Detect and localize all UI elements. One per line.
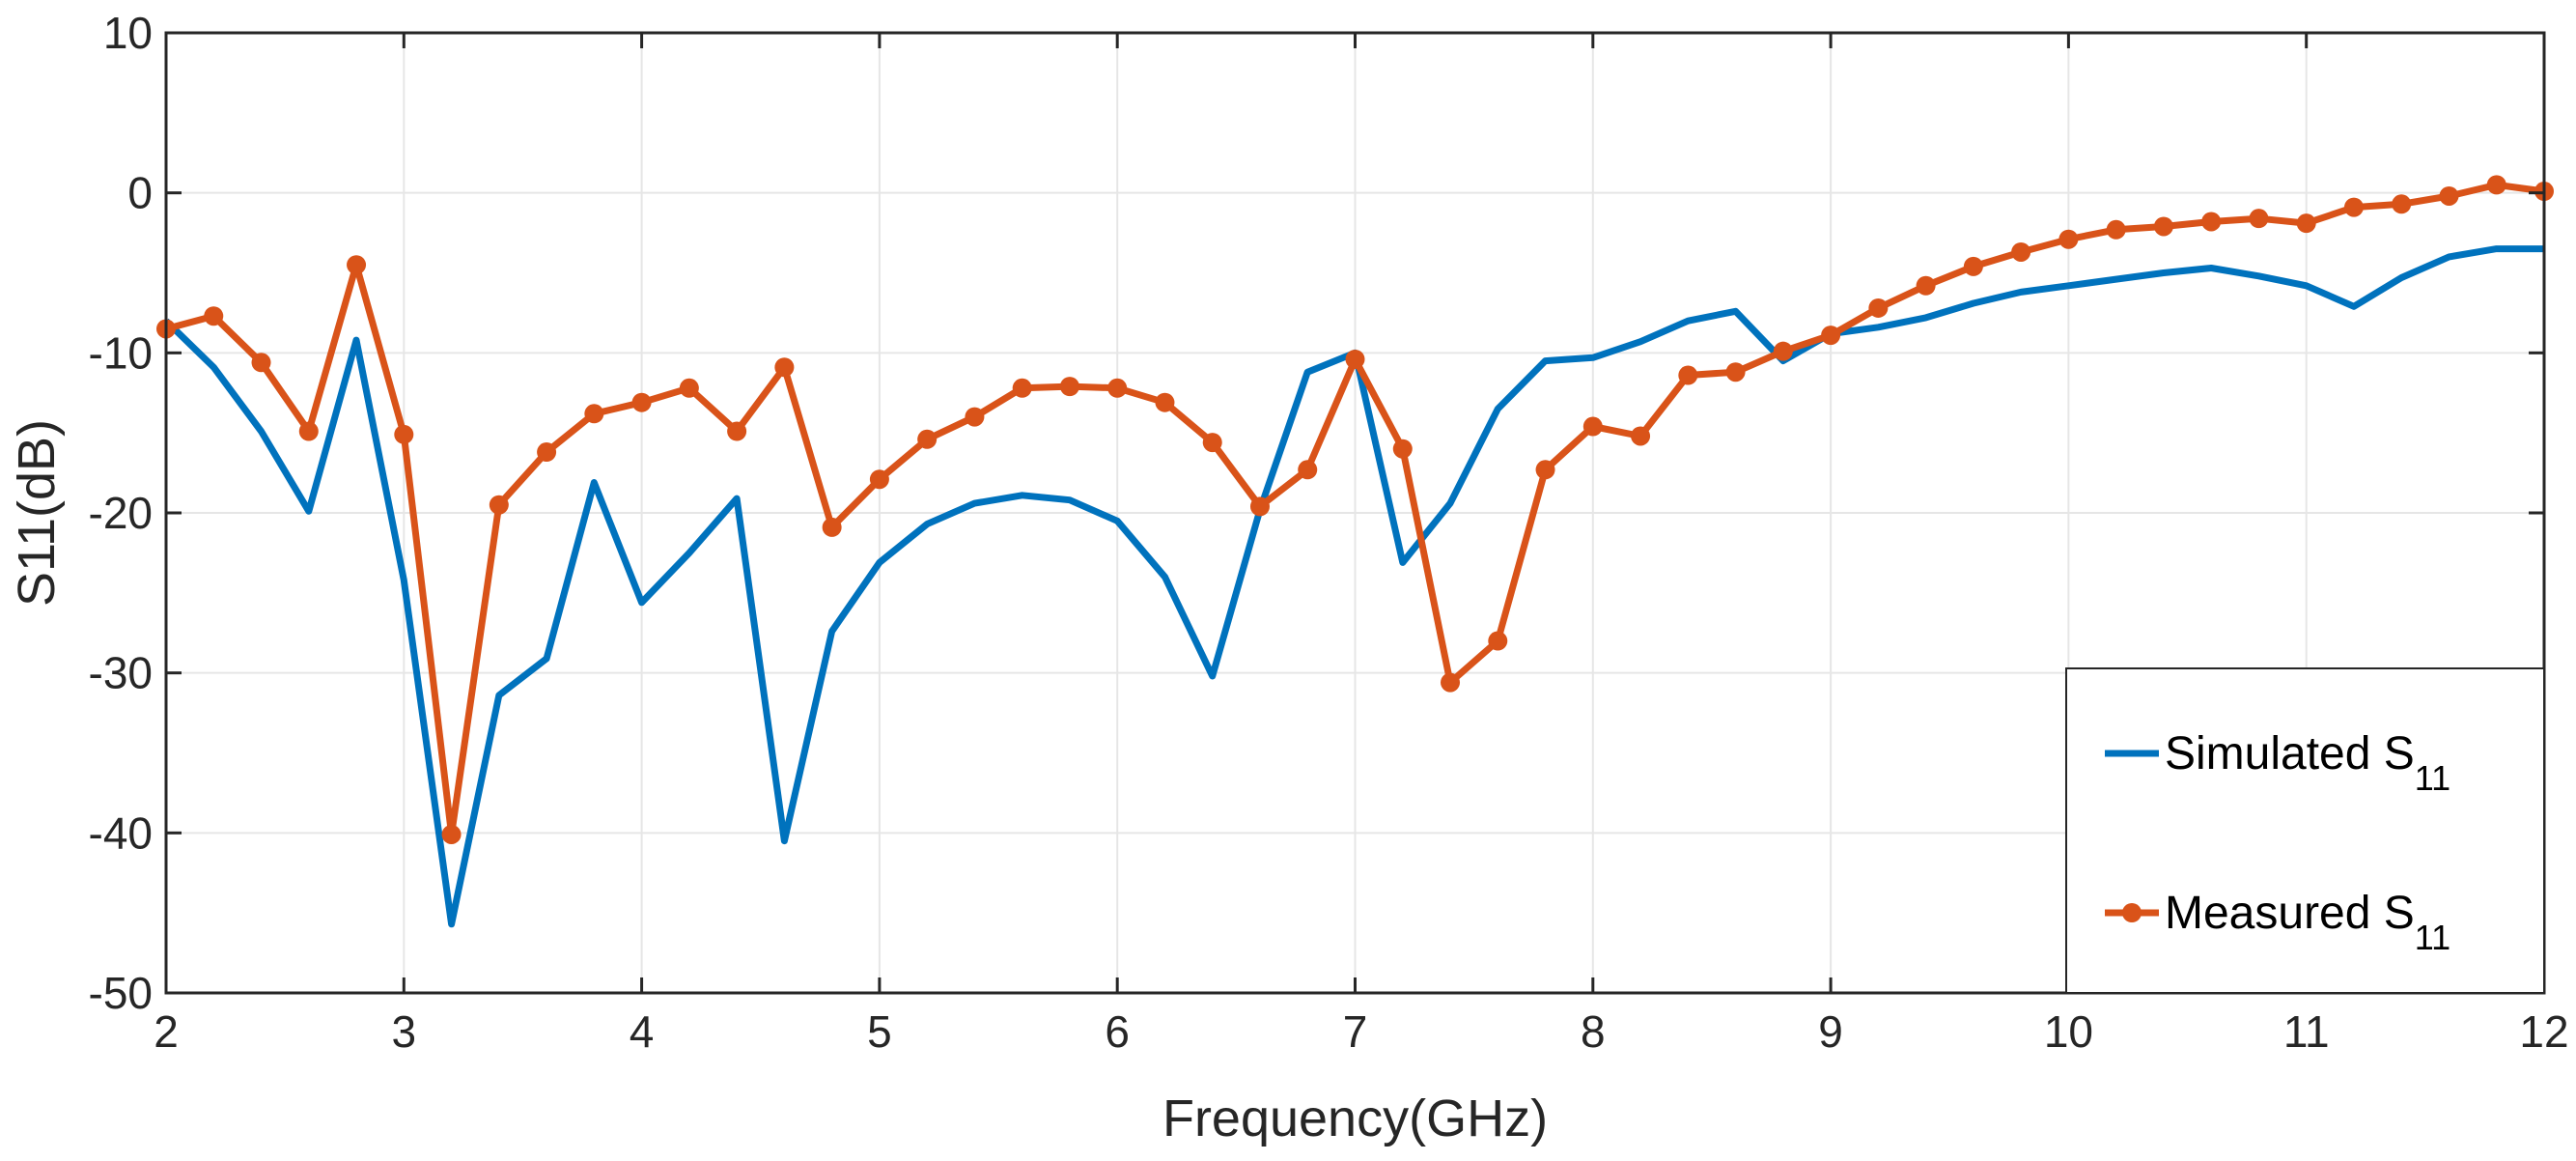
x-tick-label: 11 — [2283, 1006, 2330, 1057]
y-tick-label: -30 — [89, 648, 153, 698]
y-tick-label: 10 — [103, 8, 153, 58]
y-tick-label: -20 — [89, 488, 153, 538]
measured-data-point — [298, 421, 319, 441]
y-tick-label: 0 — [127, 168, 153, 218]
measured-data-point — [727, 421, 747, 441]
measured-data-point — [347, 255, 367, 275]
measured-data-point — [822, 517, 842, 537]
measured-data-point — [1249, 496, 1270, 517]
measured-data-point — [441, 824, 462, 844]
x-tick-label: 12 — [2519, 1006, 2568, 1057]
measured-data-point — [917, 429, 938, 449]
measured-data-point — [2439, 185, 2459, 206]
measured-data-point — [774, 357, 795, 378]
x-tick-label: 8 — [1581, 1006, 1606, 1057]
measured-data-point — [2011, 241, 2031, 262]
measured-data-point — [631, 392, 652, 412]
measured-data-point — [1963, 256, 1983, 276]
measured-series — [156, 175, 2554, 844]
measured-data-point — [2486, 175, 2506, 195]
measured-data-point — [2106, 219, 2126, 240]
x-axis-label: Frequency(GHz) — [1162, 1090, 1548, 1147]
legend-box — [2065, 667, 2545, 994]
measured-data-point — [1725, 362, 1746, 382]
measured-data-point — [2296, 213, 2316, 234]
measured-data-point — [1631, 426, 1651, 446]
measured-data-point — [2201, 212, 2222, 232]
x-tick-label: 3 — [392, 1006, 417, 1057]
y-axis-label: S11(dB) — [8, 419, 66, 607]
x-tick-label: 6 — [1105, 1006, 1130, 1057]
measured-data-point — [965, 407, 985, 427]
measured-data-point — [1392, 439, 1413, 459]
measured-data-point — [1488, 631, 1508, 651]
x-tick-label: 10 — [2044, 1006, 2093, 1057]
measured-data-point — [1298, 460, 1318, 480]
measured-data-point — [1012, 378, 1032, 398]
legend-swatch-marker — [2122, 903, 2142, 922]
x-tick-label: 5 — [867, 1006, 892, 1057]
y-tick-label: -10 — [89, 327, 153, 378]
measured-data-point — [869, 469, 889, 490]
measured-data-point — [1345, 349, 1365, 369]
x-tick-label: 4 — [630, 1006, 655, 1057]
legend-label-subscript: 11 — [2415, 758, 2450, 798]
legend-label-subscript: 11 — [2415, 918, 2450, 957]
measured-data-point — [1868, 297, 1889, 318]
measured-data-point — [1441, 672, 1461, 693]
x-tick-label: 7 — [1343, 1006, 1368, 1057]
measured-data-point — [204, 306, 224, 326]
series-layer — [156, 175, 2554, 928]
y-tick-label: -40 — [89, 807, 153, 858]
measured-data-point — [2058, 229, 2079, 249]
measured-data-point — [1582, 416, 1603, 437]
y-tick-label: -50 — [89, 968, 153, 1018]
measured-data-point — [2249, 209, 2269, 229]
measured-data-point — [1059, 377, 1079, 397]
measured-data-point — [251, 353, 271, 373]
measured-data-point — [2343, 197, 2364, 217]
measured-data-point — [1773, 341, 1793, 361]
measured-data-point — [2392, 194, 2412, 214]
measured-data-point — [679, 378, 699, 398]
measured-data-point — [537, 442, 557, 463]
measured-data-point — [394, 424, 414, 444]
axis-ticks: 2 3 4 5 6 7 8 9 10 11 12 10 0 -10 -20 -30 -40 -50 — [89, 8, 2569, 1057]
measured-data-point — [584, 404, 604, 424]
measured-data-point — [1678, 365, 1698, 385]
measured-data-point — [1202, 433, 1222, 453]
measured-data-point — [1107, 378, 1128, 398]
measured-data-point — [1916, 275, 1936, 296]
measured-data-point — [1821, 326, 1841, 346]
measured-data-point — [2153, 216, 2173, 237]
measured-data-point — [489, 495, 509, 515]
measured-data-point — [1155, 392, 1175, 412]
measured-data-point — [1535, 460, 1555, 480]
x-tick-label: 2 — [154, 1006, 179, 1057]
x-tick-label: 9 — [1818, 1006, 1843, 1057]
